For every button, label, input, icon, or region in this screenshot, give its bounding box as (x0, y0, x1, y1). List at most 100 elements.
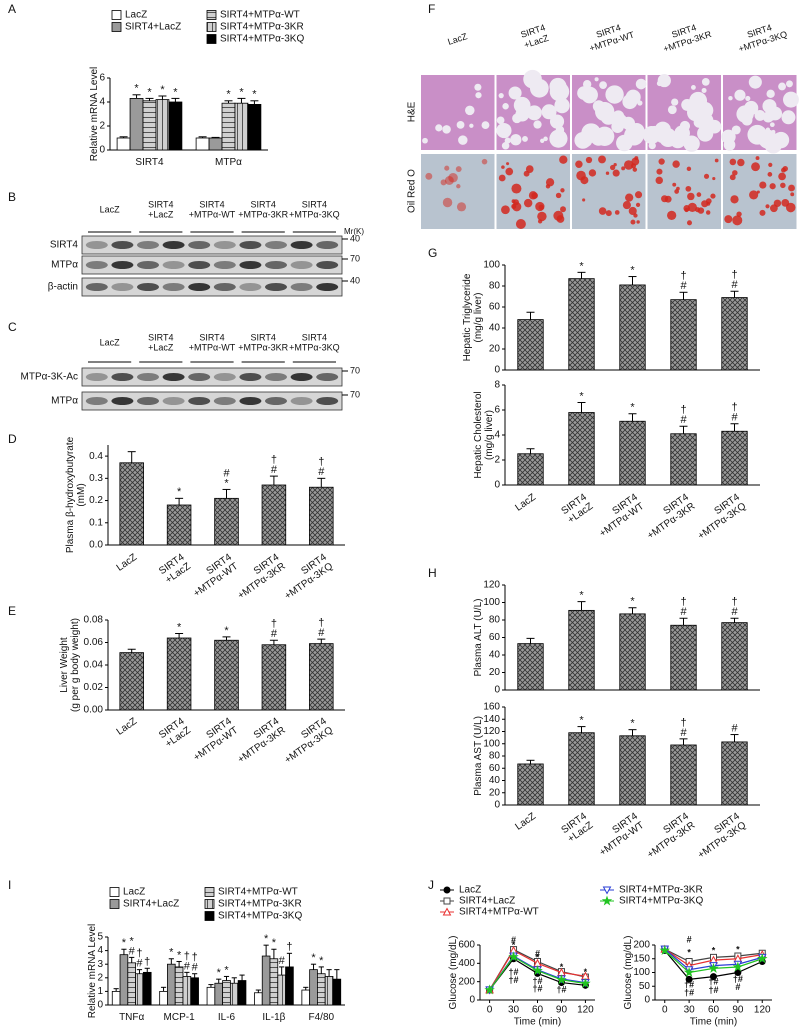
annotation: # (535, 949, 540, 959)
blot-band (316, 261, 339, 269)
lipid-vacuole (549, 129, 568, 148)
significance-mark: # (279, 955, 286, 967)
lipid-vacuole (748, 75, 762, 89)
lipid-droplet (425, 172, 433, 180)
significance-mark: * (264, 933, 269, 945)
y-tick-label: 0.08 (84, 615, 104, 626)
marker (734, 969, 742, 976)
x-tick-label: 0 (487, 1005, 493, 1016)
y-tick-label: 400 (458, 958, 475, 969)
blot-band (137, 283, 159, 291)
lipid-vacuole (442, 125, 451, 134)
lipid-droplet (655, 176, 663, 185)
y-tick-label: 1 (97, 986, 103, 997)
lipid-droplet (576, 170, 586, 181)
legend-swatch (206, 34, 217, 44)
lipid-droplet (729, 158, 737, 166)
bar (247, 104, 262, 151)
lipid-vacuole (581, 86, 598, 104)
lipid-droplet (749, 190, 759, 200)
lane-label: SIRT4 (251, 332, 276, 342)
y-tick-label: 80 (489, 281, 501, 292)
lipid-vacuole (781, 110, 796, 125)
panel-letter: J (428, 878, 434, 892)
blot-band (239, 241, 262, 249)
lipid-vacuole (523, 69, 542, 89)
lipid-vacuole (701, 77, 710, 86)
bar (206, 986, 216, 1006)
lipid-vacuole (540, 138, 545, 143)
lipid-droplet (790, 192, 795, 197)
y-tick-label: 160 (483, 702, 500, 713)
lipid-droplet (736, 211, 742, 217)
legend-label: LacZ (125, 10, 147, 21)
panel-letter: B (8, 190, 16, 204)
y-tick-label: 600 (458, 940, 475, 951)
blot-row-label: SIRT4 (50, 240, 79, 251)
lipid-vacuole (695, 112, 714, 130)
significance-mark: # (318, 627, 325, 639)
y-tick-label: 4 (97, 945, 103, 956)
marker (580, 977, 591, 988)
x-tick-label: F4/80 (309, 1012, 335, 1023)
annotation: * (536, 953, 540, 963)
lipid-vacuole (465, 105, 475, 116)
lipid-droplet (610, 164, 616, 171)
row-label: Oil Red O (407, 169, 418, 213)
blot-band (239, 397, 262, 405)
lipid-droplet (686, 166, 692, 172)
lipid-vacuole (605, 85, 624, 104)
lipid-droplet (598, 155, 606, 164)
significance-mark: * (160, 84, 165, 96)
significance-mark: * (630, 596, 635, 608)
x-tick-label-line: TNFα (119, 1012, 144, 1023)
lipid-vacuole (616, 134, 633, 152)
lipid-vacuole (600, 101, 608, 109)
lipid-vacuole (469, 123, 474, 128)
annotation: * (584, 967, 588, 977)
x-tick-label: SIRT4+MTPα-3KR (639, 491, 697, 541)
x-tick-label-line: LacZ (114, 552, 139, 574)
lipid-droplet (687, 192, 695, 201)
lipid-droplet (732, 215, 743, 226)
lipid-vacuole (496, 122, 512, 139)
significance-mark: † (680, 404, 686, 416)
lipid-vacuole (671, 98, 679, 106)
lipid-droplet (686, 220, 693, 226)
lipid-vacuole (697, 125, 714, 142)
bar (332, 978, 342, 1006)
blot-band (265, 397, 287, 405)
lipid-droplet (685, 185, 692, 192)
significance-mark: # (731, 279, 738, 291)
bar (517, 763, 544, 806)
blot-band (316, 241, 339, 249)
lipid-droplet (672, 182, 677, 187)
lipid-vacuole (533, 120, 542, 129)
x-tick-label: LacZ (513, 492, 538, 514)
lipid-droplet (751, 162, 760, 172)
significance-mark: * (579, 260, 584, 272)
y-tick-label: 0.1 (89, 517, 103, 528)
lipid-droplet (768, 162, 773, 167)
bar (119, 954, 129, 1006)
blot-band (265, 373, 287, 381)
lipid-vacuole (754, 109, 766, 121)
lane-label: +MTPα-3KQ (289, 342, 339, 352)
lipid-droplet (506, 162, 510, 166)
significance-mark: # (129, 945, 136, 957)
y-tick-label: 0 (97, 1000, 103, 1011)
bar (517, 319, 544, 371)
x-tick-label-line: LacZ (513, 492, 538, 514)
y-axis-label: Plasma β-hydroxybutyrate (65, 436, 76, 553)
x-tick-label-line: IL-1β (262, 1012, 285, 1023)
blot-band (188, 283, 211, 291)
lipid-vacuole (765, 127, 771, 132)
bar (568, 278, 595, 371)
annotation: * (712, 945, 716, 955)
x-tick-label: SIRT4+MTPα-3KR (639, 810, 697, 860)
lipid-droplet (555, 192, 562, 199)
bar (168, 101, 183, 151)
x-tick-label: SIRT4+LacZ (559, 491, 595, 525)
lipid-droplet (582, 198, 586, 202)
blot-band (290, 283, 313, 291)
